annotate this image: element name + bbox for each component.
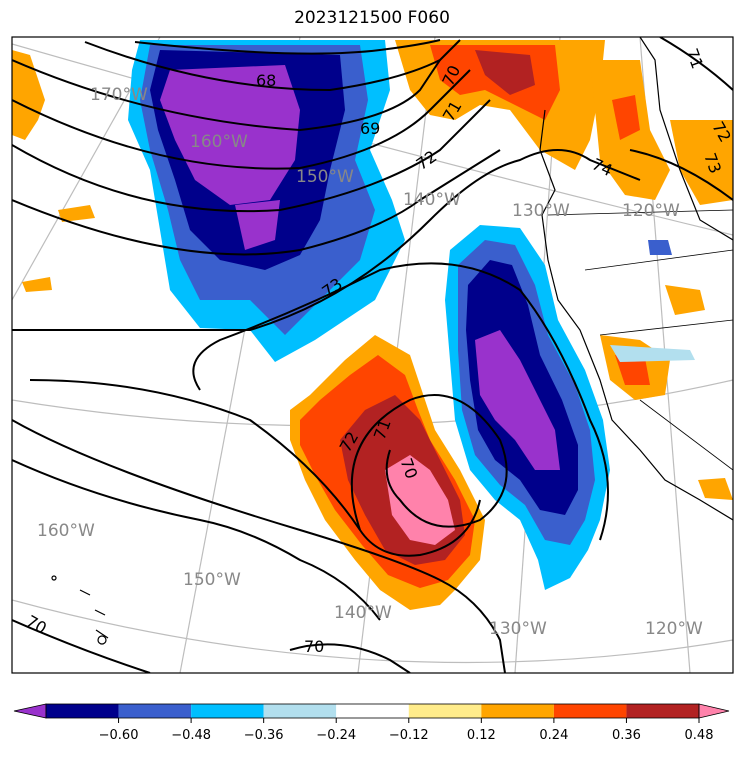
grid-labels: 170°W 160°W 150°W 140°W 130°W 120°W 160°… <box>37 85 703 639</box>
colorbar-segment <box>626 704 699 718</box>
grid-label-top: 120°W <box>622 201 680 221</box>
colorbar-segment <box>46 704 119 718</box>
anomaly-negative-southeast <box>445 225 610 590</box>
colorbar-tick-label: 0.12 <box>467 728 496 743</box>
colorbar-segment <box>481 704 554 718</box>
grid-label-bottom: 150°W <box>183 570 241 590</box>
contour-label: 72 <box>413 147 441 174</box>
map-frame <box>11 36 734 674</box>
grid-label-top: 170°W <box>90 85 148 105</box>
colorbar-tick-label: 0.24 <box>539 728 568 743</box>
map-title: 2023121500 F060 <box>294 8 450 28</box>
contour-label: 68 <box>256 71 276 90</box>
grid-label-top: 130°W <box>512 201 570 221</box>
anomaly-positive-northeast <box>12 40 733 500</box>
colorbar-tick-label: 0.48 <box>685 728 714 743</box>
grid-label-top: 160°W <box>190 132 248 152</box>
colorbar-segment <box>336 704 409 718</box>
colorbar-segment <box>553 704 627 718</box>
colorbar-outline <box>45 703 700 719</box>
grid-label-top: 150°W <box>296 167 354 187</box>
grid-label-bottom: 130°W <box>489 619 547 639</box>
colorbar-tick-label: 0.36 <box>612 728 641 743</box>
map-area: 68 69 70 71 72 73 74 71 72 70 73 70 70 7… <box>12 37 733 673</box>
contour-label: 69 <box>360 119 380 138</box>
contour-label: 71 <box>682 46 707 72</box>
colorbar-tick-label: −0.36 <box>244 728 284 743</box>
contour-label: 70 <box>304 637 324 656</box>
colorbar-segment <box>118 704 192 718</box>
colorbar-tick-label: −0.48 <box>171 728 211 743</box>
colorbar-tick-label: −0.12 <box>389 728 429 743</box>
colorbar-extend-high <box>698 703 730 719</box>
colorbar-segment <box>263 704 337 718</box>
grid-label-top: 140°W <box>403 190 461 210</box>
grid-label-bottom: 140°W <box>334 603 392 623</box>
colorbar-tick-label: −0.24 <box>316 728 356 743</box>
colorbar: −0.60 −0.48 −0.36 −0.24 −0.12 0.12 0.24 0.36 0.4… <box>13 703 730 743</box>
colorbar-segment <box>408 704 482 718</box>
grid-label-bottom: 120°W <box>645 619 703 639</box>
coastlines <box>51 37 733 645</box>
colorbar-tick-label: −0.60 <box>99 728 139 743</box>
height-contours <box>12 37 733 673</box>
grid-label-bottom: 160°W <box>37 521 95 541</box>
colorbar-extend-low <box>13 703 47 719</box>
colorbar-segment <box>191 704 264 718</box>
